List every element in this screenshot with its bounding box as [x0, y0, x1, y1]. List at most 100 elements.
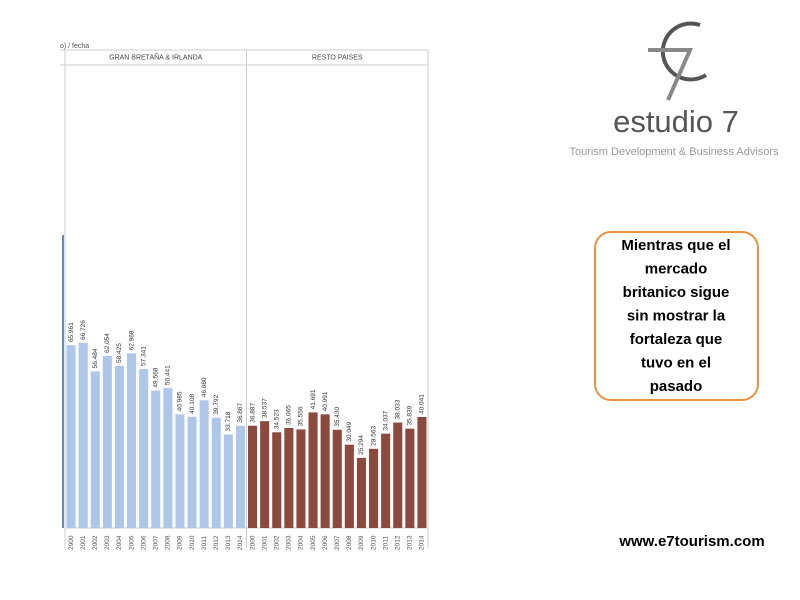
bar	[114, 366, 124, 528]
value-label: 38.033	[394, 399, 401, 419]
bar	[405, 428, 415, 528]
bar	[248, 425, 258, 528]
value-label: 36.887	[249, 402, 256, 422]
logo-arc	[660, 21, 708, 82]
value-label: 40.985	[177, 391, 184, 411]
bar	[151, 390, 161, 528]
x-tick-label: 2003	[286, 535, 293, 550]
x-tick-label: 2000	[68, 535, 75, 550]
x-tick-label: 2001	[261, 535, 268, 550]
value-label: 39.792	[213, 394, 220, 414]
value-label: 35.839	[407, 405, 414, 425]
value-label: 49.568	[152, 367, 159, 387]
value-label: 65.961	[68, 322, 75, 342]
value-label: 66.726	[80, 320, 87, 340]
bar	[393, 422, 403, 528]
x-tick-label: 2012	[394, 535, 401, 550]
value-label: 38.537	[261, 398, 268, 418]
x-tick-label: 2001	[80, 535, 87, 550]
x-tick-label: 2007	[152, 535, 159, 550]
value-label: 50.441	[165, 365, 172, 385]
value-label: 33.718	[225, 411, 232, 431]
value-label: 57.341	[140, 346, 147, 366]
bar	[223, 434, 233, 528]
value-label: 58.425	[116, 343, 123, 363]
x-tick-label: 2005	[128, 535, 135, 550]
bar	[90, 371, 100, 528]
bar	[66, 345, 76, 528]
callout-line: tuvo en el	[641, 354, 711, 371]
footer-url: www.e7tourism.com	[618, 533, 764, 550]
bar	[139, 369, 149, 528]
bar	[369, 448, 379, 528]
x-tick-label: 2002	[92, 535, 99, 550]
bar	[272, 432, 282, 528]
callout-box	[594, 231, 759, 401]
x-tick-label: 2006	[140, 535, 147, 550]
value-label: 36.867	[237, 403, 244, 423]
bar	[211, 417, 221, 528]
value-label: 35.430	[334, 407, 341, 427]
bar	[175, 414, 185, 528]
bar	[163, 388, 173, 528]
bar	[235, 425, 245, 528]
x-tick-label: 2011	[382, 536, 389, 550]
x-tick-label: 2012	[213, 535, 220, 550]
callout-line: Mientras que el	[621, 237, 730, 254]
x-tick-label: 2011	[201, 536, 208, 550]
value-label: 62.968	[128, 330, 135, 350]
bar	[356, 457, 366, 528]
x-tick-label: 2008	[165, 535, 172, 550]
value-label: 56.484	[92, 348, 99, 368]
value-label: 62.054	[104, 333, 111, 353]
logo-seven	[648, 48, 694, 101]
callout-line: fortaleza que	[630, 331, 723, 348]
bar	[127, 353, 137, 528]
x-tick-label: 2013	[225, 535, 232, 550]
x-tick-label: 2014	[237, 535, 244, 550]
x-tick-label: 2004	[298, 535, 305, 550]
value-label: 34.523	[273, 409, 280, 429]
bar	[344, 444, 354, 528]
panel-title: RESTO PAISES	[312, 54, 363, 61]
callout-line: mercado	[645, 260, 708, 277]
x-tick-label: 2000	[249, 535, 256, 550]
value-label: 34.037	[382, 410, 389, 430]
callout: Mientras que el mercado britanico sigue sin…	[621, 237, 730, 395]
x-tick-label: 2010	[370, 535, 377, 550]
value-label: 40.991	[322, 391, 329, 411]
bar	[417, 416, 427, 528]
value-label: 40.108	[189, 394, 196, 414]
x-tick-label: 2014	[419, 535, 426, 550]
callout-line: sin mostrar la	[627, 307, 726, 324]
x-tick-label: 2005	[310, 535, 317, 550]
x-tick-label: 2010	[189, 535, 196, 550]
value-label: 46.080	[201, 377, 208, 397]
bar	[320, 414, 330, 528]
callout-line: pasado	[650, 378, 703, 395]
x-tick-label: 2007	[334, 535, 341, 550]
bar	[78, 343, 88, 528]
panel-title: GRAN BRETAÑA & IRLANDA	[109, 52, 203, 61]
x-tick-label: 2003	[104, 535, 111, 550]
x-tick-label: 2013	[407, 535, 414, 550]
x-tick-label: 2009	[358, 535, 365, 550]
tagline: Tourism Development & Business Advisors	[569, 146, 779, 158]
bar	[187, 416, 197, 528]
x-tick-label: 2004	[116, 535, 123, 550]
value-label: 28.563	[370, 426, 377, 446]
x-tick-label: 2002	[273, 535, 280, 550]
bar	[102, 355, 112, 528]
bar	[284, 428, 294, 528]
bar	[199, 400, 209, 528]
bar	[332, 429, 342, 528]
x-tick-label: 2006	[322, 535, 329, 550]
x-tick-label: 2008	[346, 535, 353, 550]
logo-text: estudio 7	[613, 104, 739, 139]
value-label: 30.049	[346, 421, 353, 441]
value-label: 35.556	[298, 406, 305, 426]
chart-subtitle: o) / fecha	[60, 43, 89, 50]
bar	[260, 421, 270, 528]
bar	[308, 412, 318, 528]
